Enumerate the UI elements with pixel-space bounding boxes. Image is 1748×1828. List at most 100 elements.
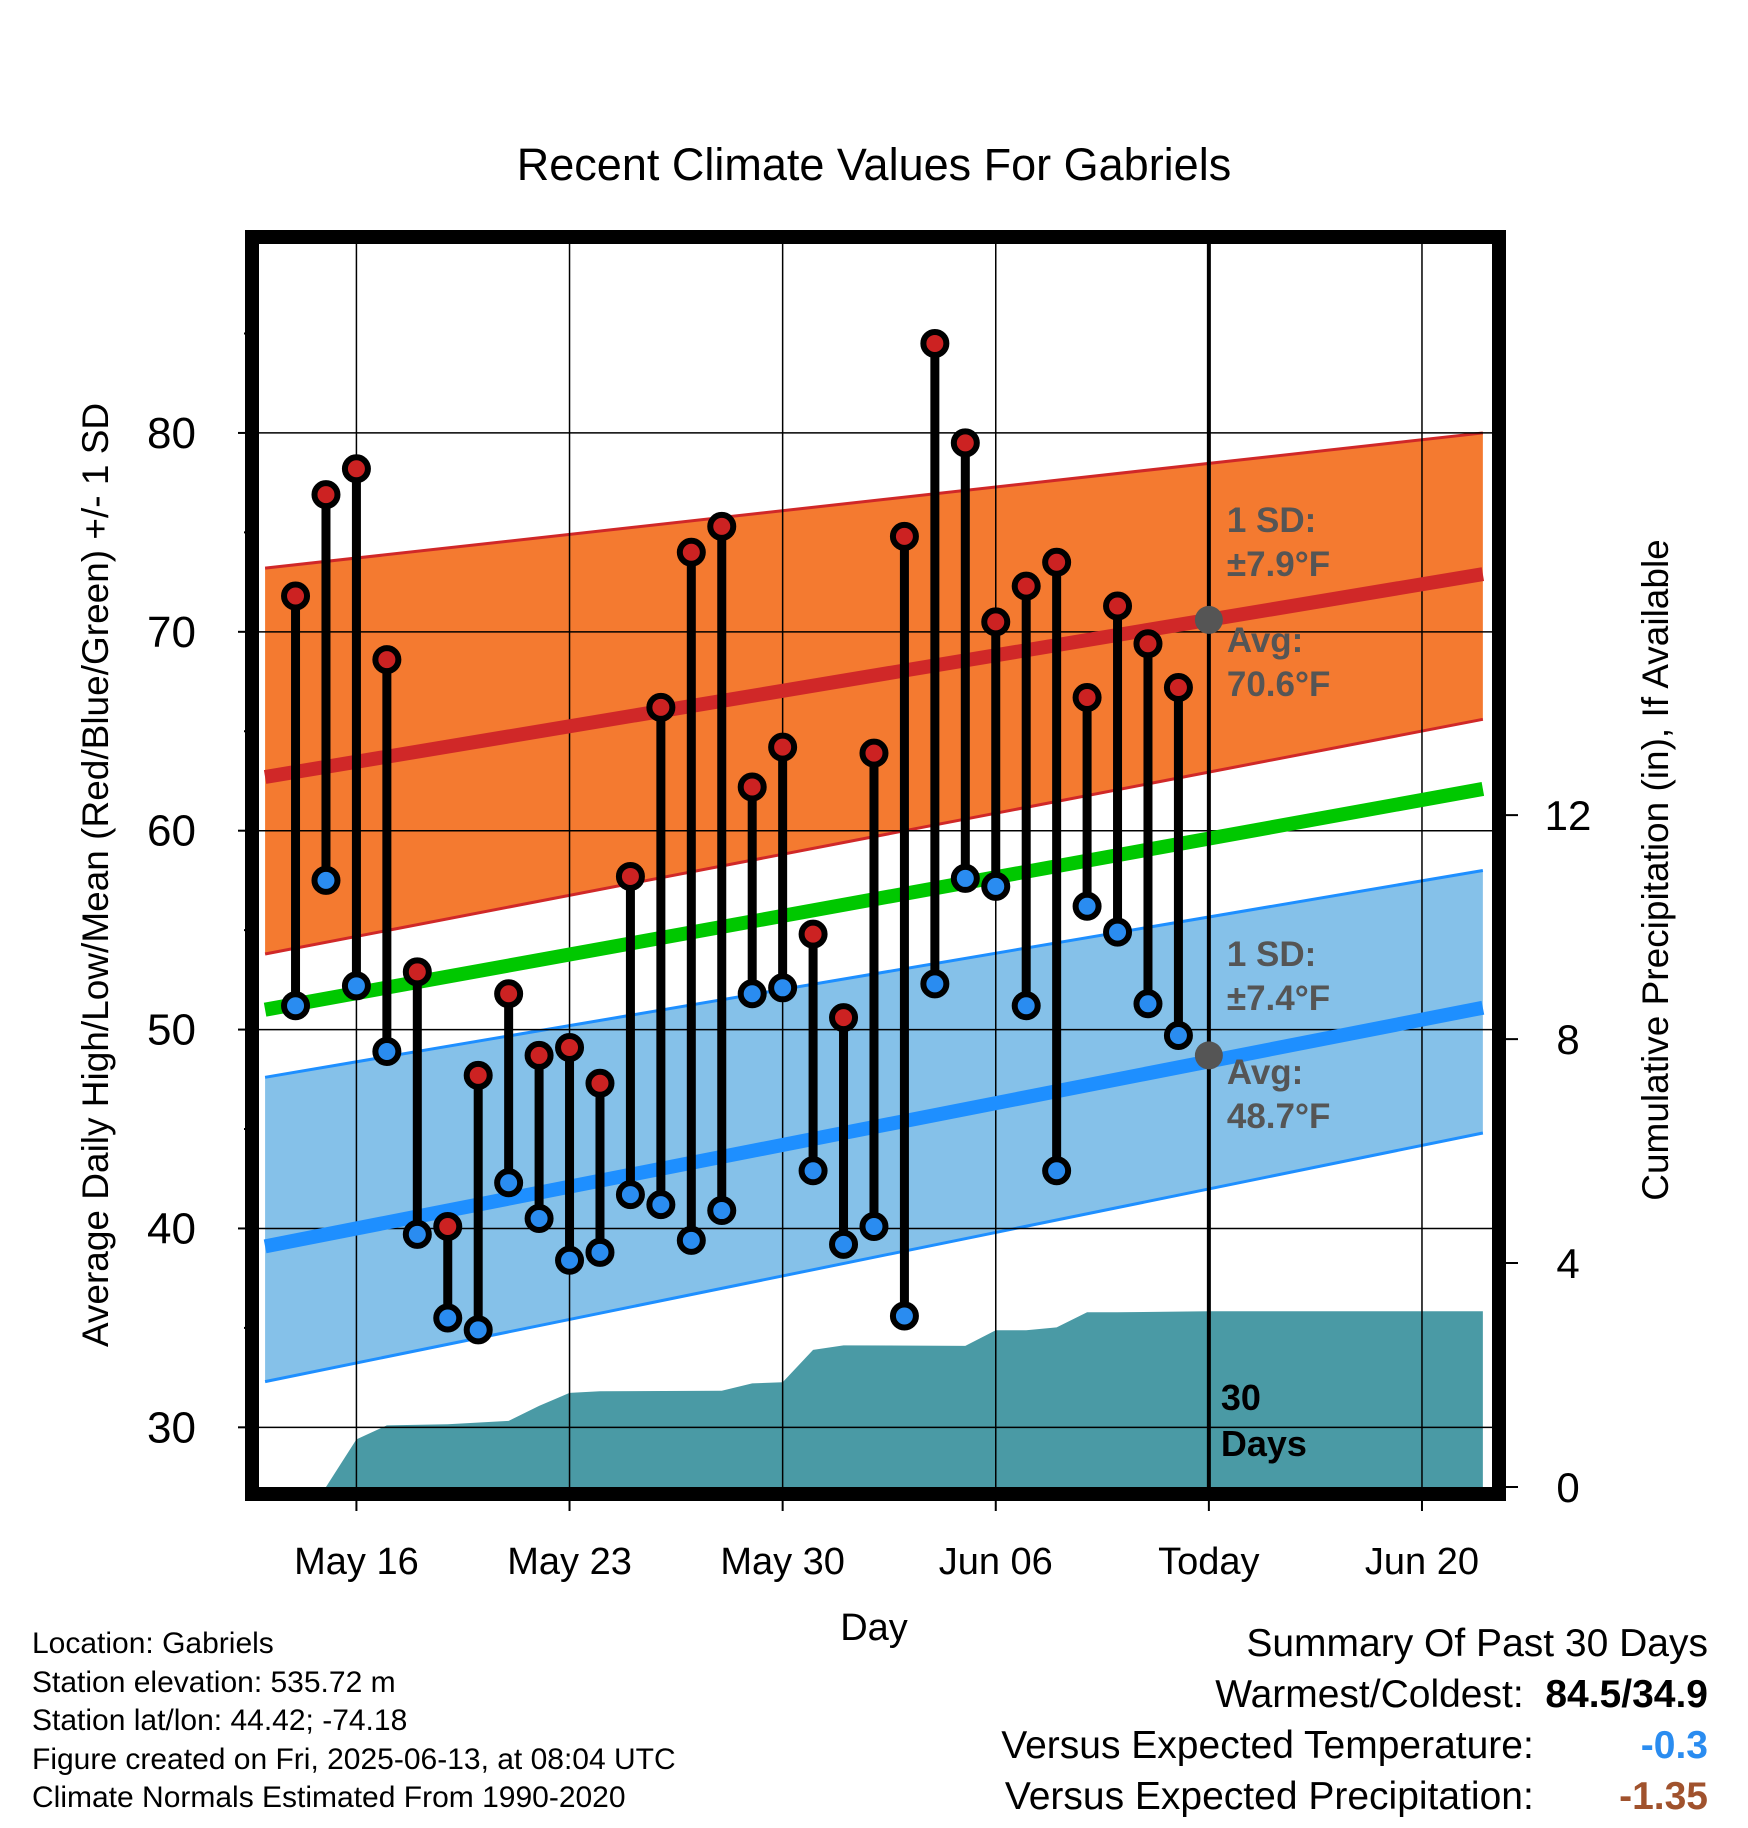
- station-elevation: Station elevation: 535.72 m: [32, 1665, 396, 1699]
- precip-departure-row: Versus Expected Precipitation: -1.35: [1001, 1771, 1708, 1822]
- daily-high-point: [281, 581, 311, 611]
- daily-low-point: [463, 1315, 493, 1345]
- daily-low-point: [981, 871, 1011, 901]
- plot-frame: [245, 230, 1506, 1501]
- daily-high-point: [494, 979, 524, 1009]
- high-avg-value: 70.6°F: [1227, 665, 1331, 704]
- x-tick-label: Jun 20: [1365, 1541, 1479, 1583]
- y-tick-label: 50: [147, 1006, 196, 1055]
- temp-departure-row: Versus Expected Temperature: -0.3: [1001, 1720, 1708, 1771]
- y-tick-label: 80: [147, 409, 196, 458]
- daily-low-point: [1133, 989, 1163, 1019]
- daily-high-point: [1011, 571, 1041, 601]
- daily-high-point: [1072, 682, 1102, 712]
- x-tick-label: May 30: [720, 1541, 845, 1583]
- daily-high-point: [889, 521, 919, 551]
- daily-high-point: [372, 645, 402, 675]
- daily-low-point: [768, 973, 798, 1003]
- precip-departure-value: -1.35: [1619, 1775, 1708, 1818]
- daily-high-point: [646, 692, 676, 722]
- y-tick-label: 60: [147, 807, 196, 856]
- low-avg-label: Avg:: [1227, 1053, 1303, 1092]
- daily-low-point: [341, 971, 371, 1001]
- low-sd-label: 1 SD:: [1227, 935, 1316, 974]
- station-latlon: Station lat/lon: 44.42; -74.18: [32, 1704, 408, 1737]
- daily-high-point: [768, 732, 798, 762]
- daily-low-point: [433, 1303, 463, 1333]
- daily-high-point: [981, 607, 1011, 637]
- y2-tick-label: 8: [1556, 1016, 1579, 1063]
- daily-high-point: [341, 454, 371, 484]
- y2-tick-label: 0: [1556, 1464, 1579, 1511]
- axes: 30 40 50 60 70 80 0 4 8 12 May 16 May 23 May 30 Jun 0…: [147, 230, 1592, 1583]
- daily-high-point: [950, 428, 980, 458]
- low-sd-value: ±7.4°F: [1227, 979, 1330, 1018]
- low-avg-marker: [1194, 1041, 1223, 1070]
- x-tick-label: Jun 06: [939, 1541, 1053, 1583]
- chart-title: Recent Climate Values For Gabriels: [517, 139, 1231, 190]
- x-tick-label: May 16: [294, 1541, 419, 1583]
- daily-high-point: [1163, 673, 1193, 703]
- station-location: Location: Gabriels: [32, 1627, 274, 1660]
- daily-low-point: [798, 1156, 828, 1186]
- high-sd-band-upper-edge: [264, 431, 1484, 570]
- y-tick-label: 30: [147, 1403, 196, 1452]
- y-tick-label: 70: [147, 608, 196, 657]
- daily-high-point: [920, 328, 950, 358]
- precip-departure-label: Versus Expected Precipitation:: [1004, 1775, 1534, 1818]
- daily-low-point: [494, 1168, 524, 1198]
- daily-low-point: [676, 1225, 706, 1255]
- temp-departure-label: Versus Expected Temperature:: [1001, 1724, 1534, 1767]
- daily-high-point: [402, 957, 432, 987]
- daily-high-point: [463, 1060, 493, 1090]
- daily-high-point: [707, 511, 737, 541]
- daily-high-point: [798, 919, 828, 949]
- daily-low-point: [950, 863, 980, 893]
- daily-low-point: [402, 1219, 432, 1249]
- daily-low-point: [372, 1036, 402, 1066]
- daily-high-point: [555, 1032, 585, 1062]
- daily-low-point: [829, 1229, 859, 1259]
- low-avg-value: 48.7°F: [1227, 1097, 1331, 1136]
- y2-tick-label: 12: [1545, 792, 1592, 839]
- precip-area: [325, 1311, 1483, 1487]
- daily-low-point: [889, 1301, 919, 1331]
- x-axis-label: Day: [840, 1607, 908, 1649]
- summary-panel: Summary Of Past 30 Days Warmest/Coldest:…: [1001, 1618, 1708, 1822]
- daily-high-point: [311, 480, 341, 510]
- high-normal-line: [263, 567, 1485, 784]
- daily-low-point: [1011, 991, 1041, 1021]
- daily-low-point: [615, 1180, 645, 1210]
- daily-low-point: [524, 1204, 554, 1234]
- y-tick-label: 40: [147, 1204, 196, 1253]
- daily-low-point: [1072, 891, 1102, 921]
- daily-high-point: [524, 1040, 554, 1070]
- plot-area: 1 SD: ±7.9°F Avg: 70.6°F 1 SD: ±7.4°F Avg: 48.7…: [259, 244, 1492, 1487]
- y-axis-label: Average Daily High/Low/Mean (Red/Blue/Gr…: [75, 403, 116, 1347]
- climate-normals-note: Climate Normals Estimated From 1990-2020: [32, 1781, 626, 1814]
- warmest-coldest-value: 84.5/34.9: [1545, 1673, 1708, 1716]
- daily-low-point: [920, 969, 950, 999]
- daily-high-point: [859, 738, 889, 768]
- station-info: Location: Gabriels Station elevation: 53…: [32, 1625, 676, 1818]
- daily-high-point: [615, 861, 645, 891]
- warmest-coldest-label: Warmest/Coldest:: [1215, 1673, 1524, 1716]
- y2-axis-label: Cumulative Precipitation (in), If Availa…: [1635, 539, 1676, 1201]
- days-label-text: Days: [1221, 1423, 1307, 1464]
- daily-low-point: [1103, 917, 1133, 947]
- daily-high-point: [585, 1068, 615, 1098]
- high-avg-label: Avg:: [1227, 621, 1303, 660]
- daily-high-point: [676, 537, 706, 567]
- daily-low-point: [555, 1245, 585, 1275]
- high-sd-label: 1 SD:: [1227, 501, 1316, 540]
- figure-created: Figure created on Fri, 2025-06-13, at 08…: [32, 1742, 676, 1776]
- daily-low-point: [281, 991, 311, 1021]
- days-label-number: 30: [1221, 1377, 1261, 1418]
- daily-high-point: [829, 1003, 859, 1033]
- daily-high-point: [433, 1211, 463, 1241]
- daily-low-point: [646, 1190, 676, 1220]
- x-tick-label: May 23: [507, 1541, 632, 1583]
- daily-low-point: [737, 979, 767, 1009]
- summary-title: Summary Of Past 30 Days: [1246, 1622, 1708, 1665]
